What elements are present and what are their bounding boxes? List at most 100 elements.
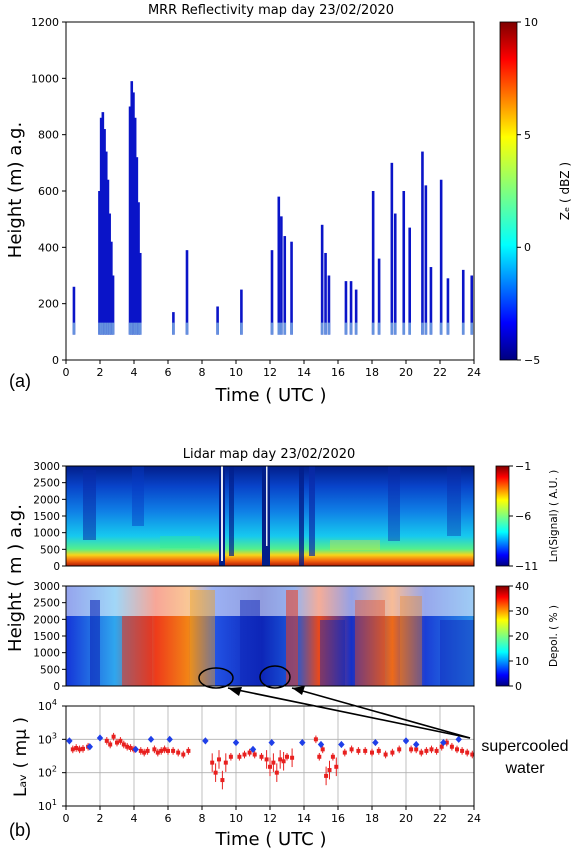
echo-column-base [402,322,406,335]
data-point-red [268,764,272,769]
echo-column-base [108,322,111,335]
panel-a-label: (a) [9,371,31,391]
echo-column [72,286,76,335]
echo-column-base [446,322,450,335]
x-tick-label: 14 [297,366,311,379]
echo-column-base [324,322,327,335]
echo-column [280,216,283,335]
data-point-red [281,759,286,764]
echo-column-base [132,322,135,335]
x-tick-label: 4 [131,366,138,379]
echo-column-base [408,322,411,335]
y-tick-label: 2000 [33,494,60,506]
data-point-blue [66,737,73,745]
echo-column [390,162,394,335]
data-point-blue [402,737,410,745]
x-tick-label: 14 [297,812,311,825]
echo-column-base [101,322,105,335]
data-point-red [155,750,160,755]
y-tick-exponent: 4 [52,698,57,707]
data-point-blue [202,737,209,745]
echo-column-base [110,322,113,335]
data-point-red [356,748,361,753]
echo-column-base [277,322,281,335]
data-point-red [223,760,228,765]
echo-column-base [283,322,287,335]
data-point-blue [147,735,155,743]
data-point-red [138,748,143,753]
x-tick-label: 22 [433,812,447,825]
y-tick-label: 102 [38,765,57,780]
data-point-red [115,740,119,745]
echo-column [270,250,274,335]
x-tick-label: 10 [229,812,243,825]
x-tick-label: 0 [63,366,70,379]
depol-cbar-tick: 0 [515,680,522,693]
x-tick-label: 6 [165,812,172,825]
echo-column-base [371,322,375,335]
data-point-blue [413,740,420,749]
echo-column-base [439,322,443,335]
y-tick-label: 2500 [33,478,60,490]
echo-column [393,213,397,335]
depol-cbar-tick: 10 [515,655,529,668]
echo-column-base [172,322,175,335]
y-tick-label: 1000 [33,648,60,660]
data-point-blue [372,738,379,747]
echo-column [439,179,443,335]
echo-column [408,227,411,335]
supercooled-arrows [227,686,471,739]
data-point-red [470,752,475,757]
echo-column-base [106,322,110,335]
data-point-blue [232,738,240,747]
echo-column [98,191,101,335]
mrr-cbar-tick: −5 [524,354,540,367]
echo-column [429,267,433,335]
data-point-red [409,747,414,752]
echo-column [446,278,450,335]
x-tick-label: 2 [97,812,104,825]
data-point-red [363,748,368,753]
y-tick-label: 1000 [33,528,60,540]
data-point-red [145,748,150,753]
echo-column-base [344,322,348,335]
echo-column-base [320,322,324,335]
data-point-red [455,747,459,752]
echo-column [354,289,358,335]
data-point-red [271,760,276,765]
echo-column-base [390,322,394,335]
echo-column [138,252,142,335]
data-point-red [397,747,402,752]
data-point-red [142,750,147,755]
data-point-red [376,748,381,753]
echo-column-base [377,322,381,335]
echo-column [110,241,113,335]
y-tick-exponent: 1 [52,798,57,807]
data-point-red [320,747,325,752]
depol-cbar-tick: 40 [515,580,529,593]
echo-column [283,236,287,335]
y-tick-label: 3000 [33,461,60,473]
data-point-red [383,752,388,757]
x-tick-label: 4 [131,812,138,825]
y-tick-label: 2500 [33,598,60,610]
data-point-red [181,752,186,757]
echo-column [106,179,110,335]
lav-y-axis: 101 102 103 104 [38,698,66,813]
echo-column-base [111,322,115,335]
echo-column [277,196,281,335]
data-point-blue [299,738,306,747]
data-point-blue [132,745,139,753]
data-point-red [434,748,439,753]
echo-column-base [138,322,142,335]
data-point-red [330,754,335,759]
supercooled-ellipse-1 [198,667,234,689]
data-point-red [424,748,429,753]
data-point-red [313,737,318,742]
data-point-red [278,757,283,762]
echo-column [421,151,424,335]
data-point-red [213,770,218,775]
data-point-red [242,752,247,757]
x-tick-label: 20 [399,812,413,825]
